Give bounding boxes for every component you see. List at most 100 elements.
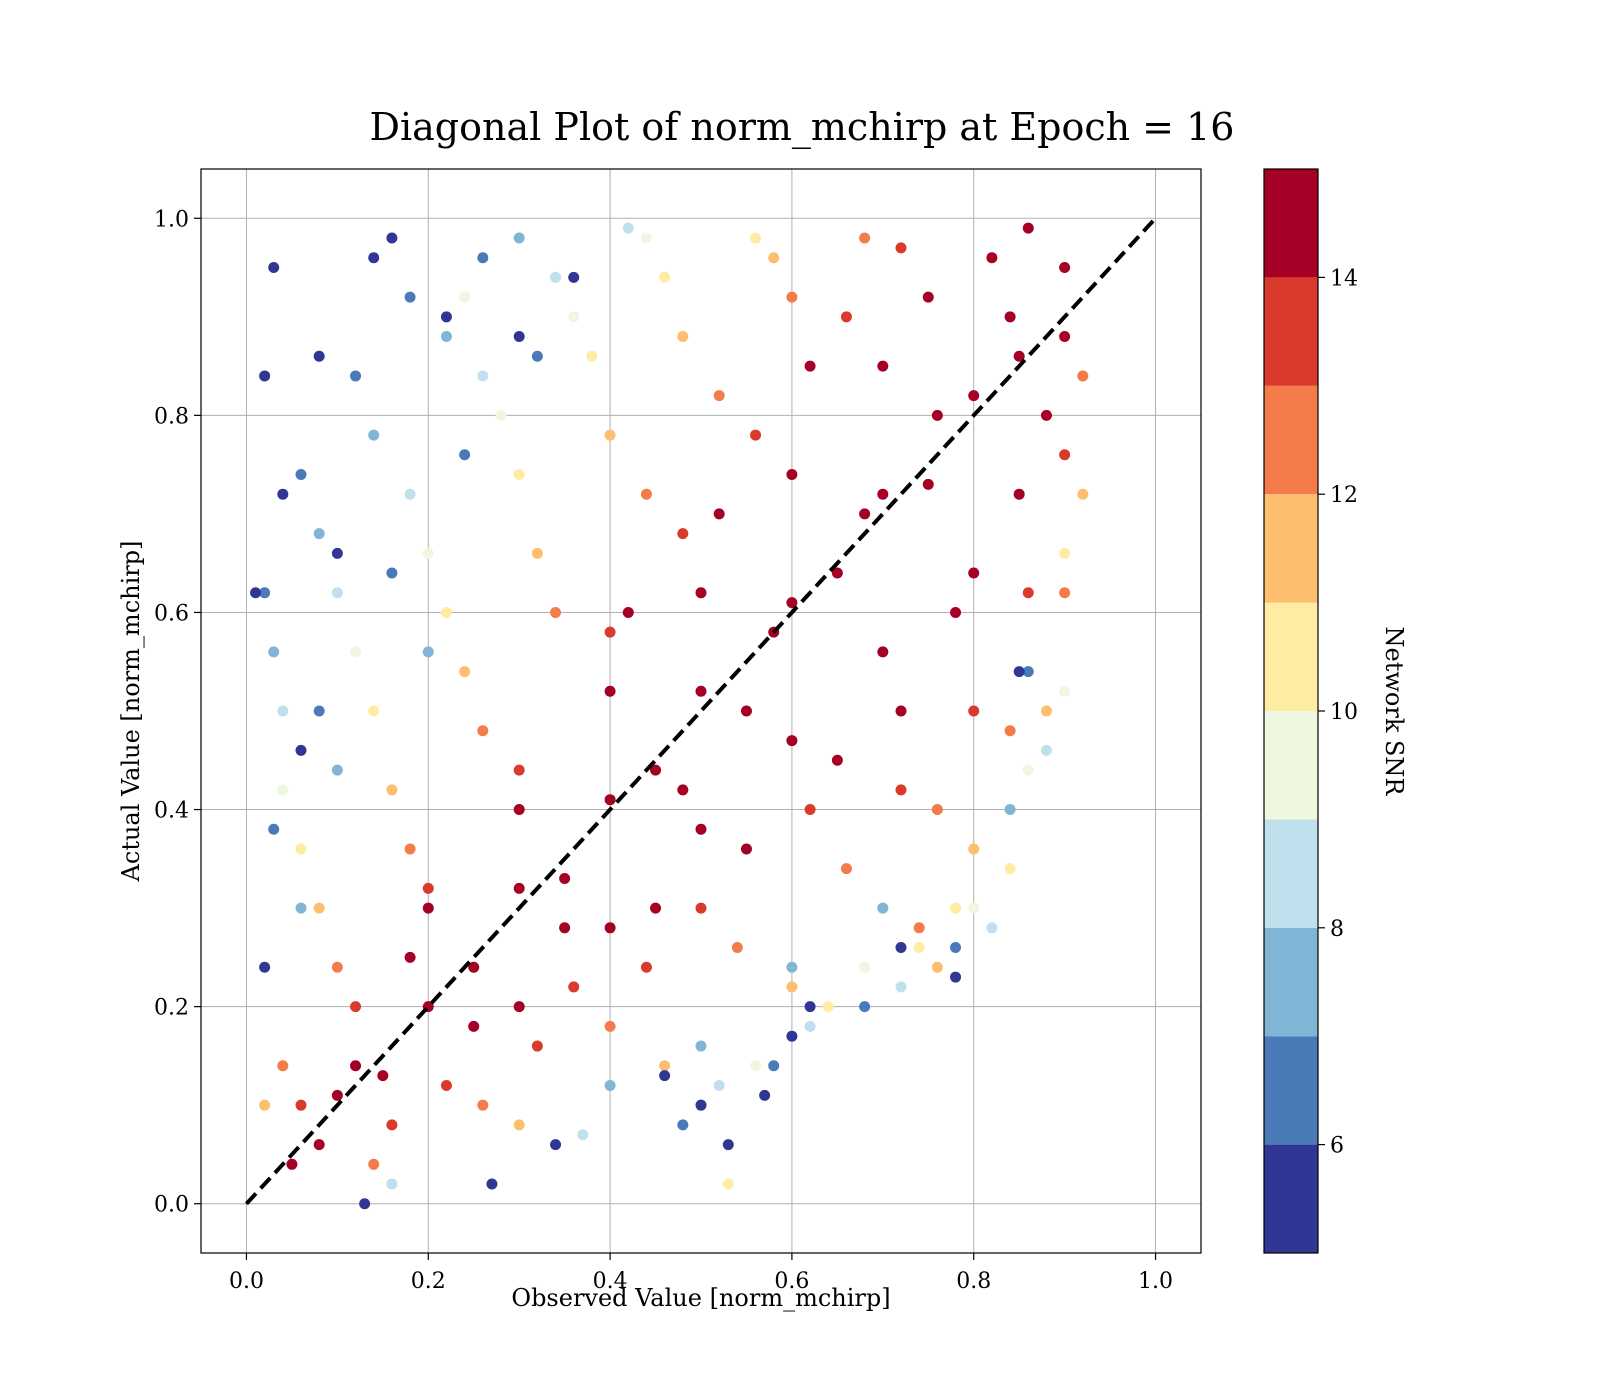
scatter-point (1040, 744, 1052, 756)
scatter-point (895, 242, 907, 254)
scatter-point (950, 606, 962, 618)
scatter-point (750, 232, 762, 244)
scatter-point (968, 843, 980, 855)
scatter-point (895, 942, 907, 954)
scatter-point (895, 784, 907, 796)
colorbar-tick-label: 8 (1330, 917, 1344, 942)
scatter-point (513, 1119, 525, 1131)
scatter-point (440, 606, 452, 618)
colorbar-bin (1264, 819, 1318, 928)
scatter-point (550, 1139, 562, 1151)
x-tick-label: 0.8 (956, 1269, 991, 1294)
scatter-point (931, 409, 943, 421)
scatter-point (477, 1099, 489, 1111)
scatter-point (731, 942, 743, 954)
scatter-point (922, 478, 934, 490)
scatter-point (295, 843, 307, 855)
scatter-point (950, 971, 962, 983)
scatter-point (786, 735, 798, 747)
scatter-point (986, 252, 998, 264)
colorbar-bin (1264, 385, 1318, 495)
scatter-point (859, 1001, 871, 1013)
scatter-point (386, 1119, 398, 1131)
scatter-point (531, 350, 543, 362)
scatter-point (422, 902, 434, 914)
scatter-point (695, 685, 707, 697)
scatter-point (677, 1119, 689, 1131)
scatter-point (368, 1158, 380, 1170)
scatter-point (368, 252, 380, 264)
scatter-point (1059, 587, 1071, 599)
scatter-point (768, 252, 780, 264)
scatter-point (350, 370, 362, 382)
scatter-point (386, 1178, 398, 1190)
scatter-point (404, 951, 416, 963)
scatter-point (1013, 488, 1025, 500)
scatter-point (786, 981, 798, 993)
scatter-point (368, 705, 380, 717)
scatter-point (468, 961, 480, 973)
scatter-point (250, 587, 262, 599)
scatter-point (1004, 804, 1016, 816)
colorbar-label: Network SNR (1380, 627, 1408, 797)
scatter-point (350, 1001, 362, 1013)
scatter-point (277, 784, 289, 796)
scatter-point (1059, 685, 1071, 697)
scatter-point (768, 1060, 780, 1072)
scatter-point (640, 232, 652, 244)
scatter-point (786, 1030, 798, 1042)
scatter-point (550, 271, 562, 283)
scatter-point (931, 961, 943, 973)
colorbar-tick-label: 14 (1330, 266, 1358, 291)
scatter-point (568, 271, 580, 283)
plot-frame (200, 168, 1202, 1254)
scatter-point (695, 587, 707, 599)
scatter-point (622, 606, 634, 618)
colorbar-bin (1264, 277, 1318, 386)
scatter-point (986, 922, 998, 934)
scatter-point (440, 331, 452, 343)
scatter-point (568, 981, 580, 993)
scatter-point (268, 823, 280, 835)
colorbar-bin (1264, 602, 1318, 711)
scatter-point (404, 843, 416, 855)
scatter-point (677, 784, 689, 796)
scatter-point (295, 1099, 307, 1111)
scatter-point (604, 1020, 616, 1032)
scatter-point (513, 804, 525, 816)
scatter-point (831, 567, 843, 579)
scatter-point (377, 1070, 389, 1082)
x-tick-label: 1.0 (1138, 1269, 1173, 1294)
scatter-point (440, 1079, 452, 1091)
scatter-point (659, 1060, 671, 1072)
scatter-point (713, 508, 725, 520)
scatter-point (713, 390, 725, 402)
x-tick-label: 0.4 (593, 1269, 628, 1294)
scatter-point (750, 429, 762, 441)
scatter-point (259, 1099, 271, 1111)
scatter-point (877, 488, 889, 500)
scatter-point (495, 409, 507, 421)
scatter-point (350, 646, 362, 658)
colorbar-bin (1264, 1144, 1318, 1253)
scatter-point (804, 1001, 816, 1013)
scatter-point (913, 942, 925, 954)
scatter-point (695, 823, 707, 835)
colorbar-bin (1264, 711, 1318, 820)
scatter-point (604, 429, 616, 441)
scatter-point (268, 262, 280, 274)
scatter-point (1059, 449, 1071, 461)
scatter-point (877, 902, 889, 914)
scatter-point (440, 311, 452, 323)
scatter-point (640, 961, 652, 973)
scatter-points (250, 222, 1089, 1210)
scatter-point (1022, 222, 1034, 234)
scatter-point (786, 961, 798, 973)
scatter-point (550, 606, 562, 618)
scatter-point (568, 311, 580, 323)
scatter-point (295, 744, 307, 756)
scatter-point (313, 705, 325, 717)
x-axis-label: Observed Value [norm_mchirp] (511, 1284, 890, 1312)
scatter-point (531, 547, 543, 559)
scatter-point (422, 882, 434, 894)
